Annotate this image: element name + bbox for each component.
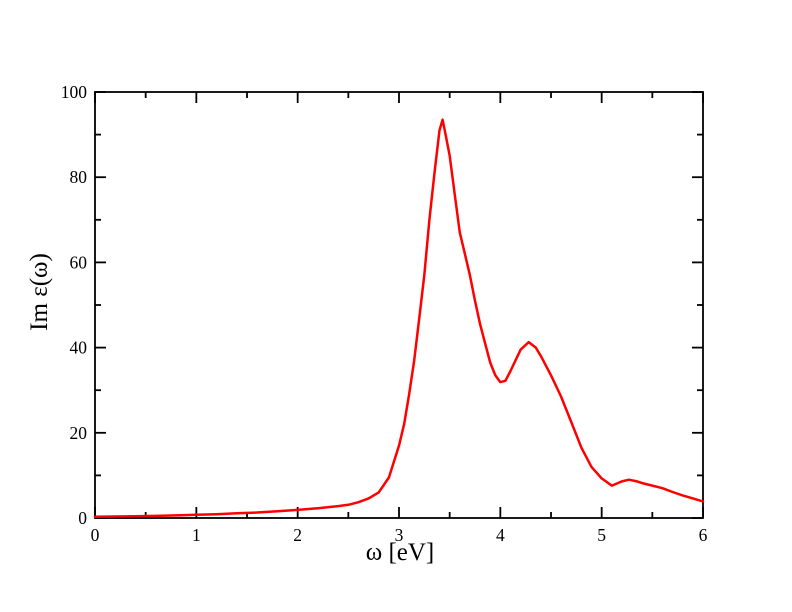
x-tick-label: 2 (293, 525, 302, 545)
y-tick-label: 100 (61, 82, 88, 102)
y-tick-label: 0 (78, 508, 87, 528)
y-tick-label: 60 (70, 252, 88, 272)
x-tick-labels: 0 1 2 3 4 5 6 (91, 525, 708, 545)
y-tick-labels: 0 20 40 60 80 100 (61, 82, 88, 528)
plot-frame (94, 91, 704, 519)
axis-ticks (94, 91, 704, 519)
spectrum-curve (93, 118, 705, 518)
x-tick-label: 6 (699, 525, 708, 545)
y-tick-label: 40 (70, 338, 88, 358)
x-tick-label: 1 (192, 525, 201, 545)
x-tick-label: 0 (91, 525, 100, 545)
x-axis-label: ω [eV] (366, 539, 435, 566)
x-tick-label: 3 (395, 525, 404, 545)
y-tick-label: 20 (70, 423, 88, 443)
y-tick-label: 80 (70, 167, 88, 187)
x-tick-label: 5 (597, 525, 606, 545)
x-tick-label: 4 (496, 525, 505, 545)
y-axis-label: Im ε(ω) (26, 253, 53, 331)
